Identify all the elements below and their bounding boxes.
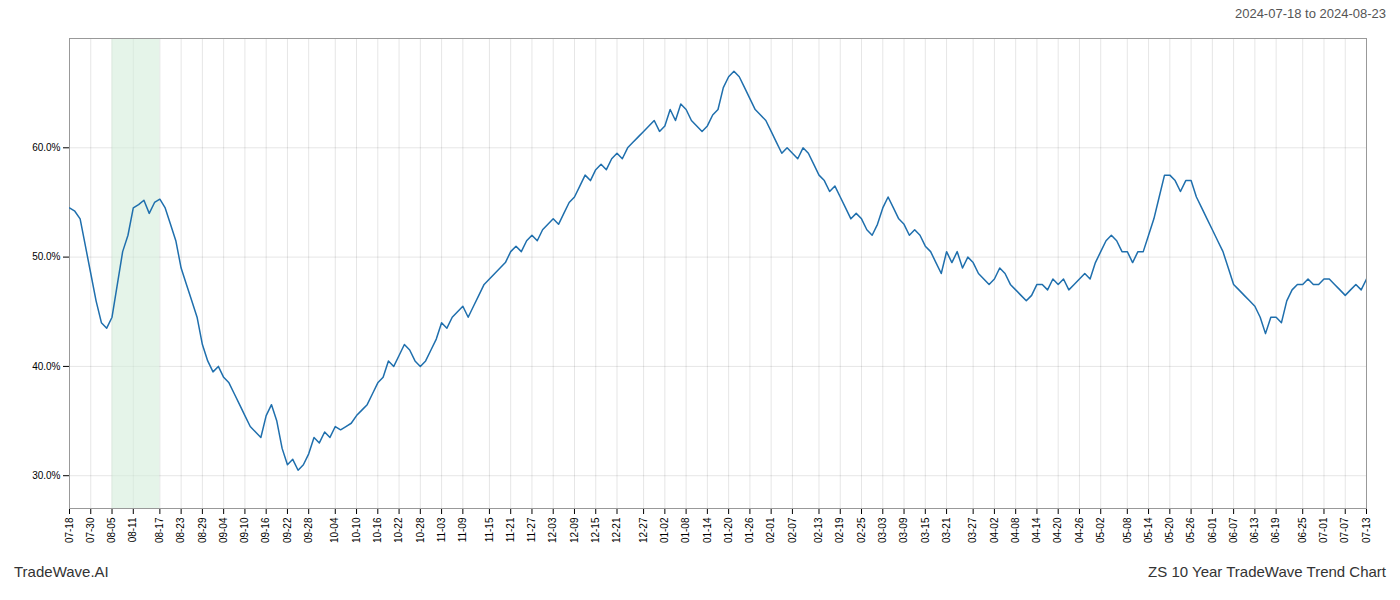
- svg-text:04-26: 04-26: [1074, 517, 1085, 543]
- svg-text:02-01: 02-01: [765, 517, 776, 543]
- svg-text:02-13: 02-13: [813, 517, 824, 543]
- svg-text:10-16: 10-16: [372, 517, 383, 543]
- svg-text:06-25: 06-25: [1297, 517, 1308, 543]
- svg-text:03-09: 03-09: [898, 517, 909, 543]
- svg-text:03-15: 03-15: [920, 517, 931, 543]
- svg-text:04-14: 04-14: [1031, 517, 1042, 543]
- svg-text:05-02: 05-02: [1095, 517, 1106, 543]
- html-text:ZS 10 Year TradeWave Trend Cha: ZS 10 Year TradeWave Trend Chart: [1148, 563, 1386, 580]
- svg-text:11-15: 11-15: [484, 517, 495, 542]
- svg-text:04-20: 04-20: [1052, 517, 1063, 543]
- svg-text:10-22: 10-22: [393, 517, 404, 543]
- svg-text:12-27: 12-27: [638, 517, 649, 543]
- svg-text:10-28: 10-28: [415, 517, 426, 543]
- svg-text:11-27: 11-27: [526, 517, 537, 542]
- html-text:2024-07-18 to 2024-08-23: 2024-07-18 to 2024-08-23: [1234, 6, 1386, 21]
- svg-text:05-08: 05-08: [1121, 517, 1132, 543]
- svg-text:09-22: 09-22: [282, 517, 293, 543]
- svg-text:11-21: 11-21: [505, 517, 516, 542]
- svg-text:08-23: 08-23: [175, 517, 186, 543]
- svg-text:02-07: 02-07: [787, 517, 798, 543]
- svg-text:03-27: 03-27: [967, 517, 978, 543]
- svg-text:02-25: 02-25: [856, 517, 867, 543]
- svg-text:09-04: 09-04: [218, 517, 229, 543]
- svg-text:10-04: 10-04: [329, 517, 340, 543]
- svg-text:07-01: 07-01: [1318, 517, 1329, 543]
- svg-text:09-16: 09-16: [260, 517, 271, 543]
- svg-text:02-19: 02-19: [834, 517, 845, 543]
- svg-text:08-11: 08-11: [127, 517, 138, 542]
- svg-text:09-10: 09-10: [239, 517, 250, 543]
- svg-text:01-14: 01-14: [702, 517, 713, 543]
- svg-text:06-01: 06-01: [1207, 517, 1218, 543]
- svg-text:01-26: 01-26: [744, 517, 755, 543]
- svg-text:01-20: 01-20: [723, 517, 734, 543]
- html-text:TradeWave.AI: TradeWave.AI: [14, 563, 109, 580]
- svg-text:03-21: 03-21: [941, 517, 952, 543]
- svg-text:12-09: 12-09: [569, 517, 580, 543]
- svg-text:11-09: 11-09: [457, 517, 468, 542]
- svg-text:06-19: 06-19: [1270, 517, 1281, 543]
- svg-text:06-13: 06-13: [1249, 517, 1260, 543]
- svg-text:08-05: 08-05: [106, 517, 117, 543]
- svg-text:12-15: 12-15: [590, 517, 601, 543]
- svg-text:04-02: 04-02: [989, 517, 1000, 543]
- svg-text:08-17: 08-17: [154, 517, 165, 543]
- svg-text:30.0%: 30.0%: [32, 470, 60, 481]
- svg-text:03-03: 03-03: [877, 517, 888, 543]
- svg-text:12-21: 12-21: [611, 517, 622, 543]
- svg-text:01-02: 01-02: [659, 517, 670, 543]
- svg-text:07-18: 07-18: [64, 517, 75, 543]
- svg-text:08-29: 08-29: [197, 517, 208, 543]
- svg-text:06-07: 06-07: [1228, 517, 1239, 543]
- svg-text:11-03: 11-03: [436, 517, 447, 542]
- svg-text:05-20: 05-20: [1164, 517, 1175, 543]
- svg-text:09-28: 09-28: [303, 517, 314, 543]
- svg-text:07-07: 07-07: [1339, 517, 1350, 543]
- svg-text:07-13: 07-13: [1361, 517, 1372, 543]
- svg-text:60.0%: 60.0%: [32, 142, 60, 153]
- svg-text:10-10: 10-10: [351, 517, 362, 543]
- svg-text:50.0%: 50.0%: [32, 251, 60, 262]
- svg-text:04-08: 04-08: [1010, 517, 1021, 543]
- svg-text:01-08: 01-08: [680, 517, 691, 543]
- svg-text:40.0%: 40.0%: [32, 361, 60, 372]
- svg-text:05-26: 05-26: [1185, 517, 1196, 543]
- svg-text:05-14: 05-14: [1143, 517, 1154, 543]
- svg-text:12-03: 12-03: [547, 517, 558, 543]
- svg-text:07-30: 07-30: [85, 517, 96, 543]
